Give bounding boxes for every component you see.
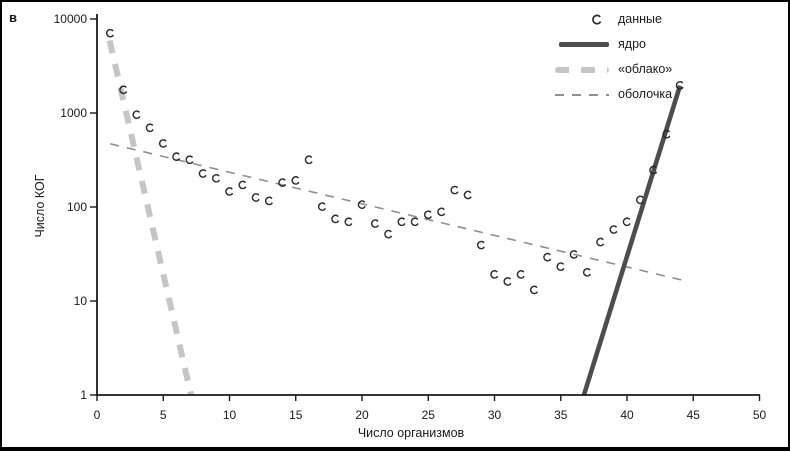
x-tick-label: 5	[160, 408, 167, 422]
legend: данные ядро «облако» оболочка	[551, 7, 672, 107]
x-tick-label: 45	[687, 408, 701, 422]
data-point	[197, 168, 209, 179]
data-point	[555, 261, 566, 272]
data-point	[383, 228, 394, 240]
legend-label-cloud: «облако»	[618, 62, 673, 77]
x-tick-label: 20	[355, 408, 369, 422]
x-tick-label: 25	[422, 408, 436, 422]
y-tick-label: 1000	[60, 106, 87, 120]
data-marker-icon	[551, 12, 609, 28]
data-point	[476, 239, 487, 251]
data-point	[409, 216, 421, 228]
core-line-sample	[559, 42, 609, 47]
x-tick-label: 30	[488, 408, 502, 422]
x-tick-label: 15	[289, 408, 303, 422]
data-point	[502, 276, 513, 287]
data-point	[184, 154, 195, 166]
data-point	[423, 209, 434, 221]
data-point	[330, 213, 341, 225]
data-point	[608, 224, 619, 235]
y-tick-label: 10000	[54, 12, 88, 26]
data-point	[489, 269, 500, 280]
y-tick-label: 100	[67, 200, 87, 214]
data-point	[542, 251, 553, 263]
legend-item-core: ядро	[551, 32, 672, 57]
legend-item-cloud: «облако»	[551, 57, 672, 82]
y-axis-title: Число КОГ	[33, 174, 47, 238]
shell-line-sample	[555, 93, 609, 96]
data-point	[595, 236, 606, 248]
x-tick-label: 40	[620, 408, 634, 422]
y-tick-label: 1	[80, 388, 87, 402]
cloud-line	[106, 39, 194, 396]
data-point	[131, 109, 142, 121]
data-point	[462, 189, 474, 201]
data-point	[396, 216, 407, 228]
legend-item-data: данные	[551, 7, 672, 32]
data-point	[303, 154, 315, 166]
data-point	[529, 284, 540, 296]
data-point	[105, 27, 116, 39]
data-point	[264, 195, 275, 207]
data-point	[211, 173, 222, 184]
data-point	[621, 216, 633, 228]
data-point	[582, 267, 593, 278]
legend-label-core: ядро	[618, 37, 646, 52]
data-point	[515, 269, 527, 280]
data-point	[436, 206, 447, 218]
cloud-line-sample	[555, 66, 609, 73]
data-point	[158, 138, 169, 149]
data-point	[144, 122, 156, 134]
data-point	[250, 192, 262, 203]
legend-label-data: данные	[618, 12, 662, 27]
data-point	[277, 177, 288, 188]
data-point	[370, 218, 381, 229]
core-line	[581, 85, 683, 396]
data-point	[449, 184, 460, 196]
data-point	[317, 201, 328, 212]
legend-label-shell: оболочка	[618, 87, 673, 102]
x-tick-label: 35	[554, 408, 568, 422]
legend-item-shell: оболочка	[551, 82, 672, 107]
x-tick-label: 0	[94, 408, 101, 422]
data-point	[290, 175, 301, 186]
panel-label: в	[9, 10, 17, 25]
y-tick-label: 10	[74, 294, 88, 308]
data-point	[343, 216, 354, 228]
x-tick-label: 10	[223, 408, 237, 422]
data-point	[224, 186, 235, 197]
data-point	[237, 179, 248, 191]
shell-line	[110, 143, 685, 282]
x-tick-label: 50	[753, 408, 767, 422]
x-axis-title: Число организмов	[357, 426, 465, 440]
